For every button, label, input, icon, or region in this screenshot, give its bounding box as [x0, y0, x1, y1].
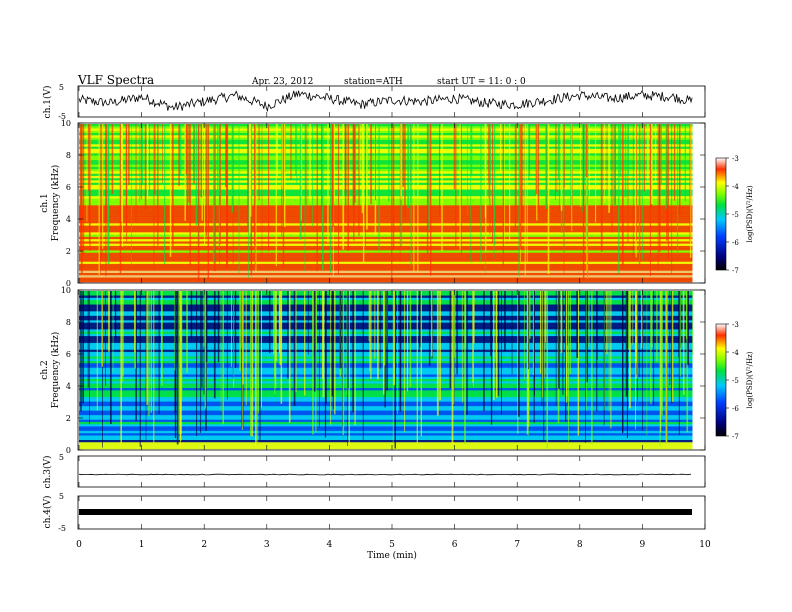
colorbar-tick-label: -7: [732, 267, 739, 275]
colorbar-tick-label: -3: [732, 321, 739, 329]
date-label: Apr. 23, 2012: [251, 77, 313, 87]
ch4-waveform-panel: 5 -5 ch.4(V): [42, 492, 706, 533]
time-tick-label: 2: [201, 540, 207, 550]
colorbar-tick-label: -5: [732, 211, 739, 219]
colorbar-tick-label: -5: [732, 377, 739, 385]
ch1-spectrogram-label: ch.1: [40, 193, 50, 212]
ch1-colorbar-label: log(PSD)(V²/Hz): [746, 185, 754, 242]
freq-tick-label: 4: [66, 382, 71, 391]
ch1-waveform-panel: 5 -5 ch.1(V): [42, 83, 706, 121]
freq-tick-label: 6: [66, 183, 71, 192]
ch1-spectrogram-ylabel: Frequency (kHz): [50, 165, 61, 242]
time-axis-ticks: 0 1 2 3 4 5 6 7 8 9 10: [76, 86, 711, 550]
time-tick-label: 8: [577, 540, 583, 550]
colorbar-tick-label: -6: [732, 405, 739, 413]
ch2-spectrogram-image: [79, 291, 694, 450]
colorbar-tick-label: -7: [732, 433, 739, 441]
freq-tick-label: 2: [66, 414, 71, 423]
ch1-colorbar-ticks: -3 -4 -5 -6 -7: [726, 155, 739, 275]
freq-tick-label: 0: [66, 279, 71, 288]
ch4-ytick-bottom: -5: [58, 524, 66, 533]
time-tick-label: 9: [640, 540, 646, 550]
time-axis-label: Time (min): [367, 550, 417, 561]
colorbar-tick-label: -4: [732, 183, 739, 191]
time-tick-label: 10: [699, 540, 711, 550]
ch1-colorbar: -3 -4 -5 -6 -7 log(PSD)(V²/Hz): [715, 155, 754, 275]
ch2-colorbar-label: log(PSD)(V²/Hz): [746, 351, 754, 408]
ch2-spectrogram-panel: ch.2 Frequency (kHz) 0 2 4 6 8 10: [40, 286, 706, 455]
ch2-colorbar-ticks: -3 -4 -5 -6 -7: [726, 321, 739, 441]
freq-tick-label: 6: [66, 350, 71, 359]
ch1-ytick-top: 5: [59, 83, 64, 92]
ch4-waveform-ylabel: ch.4(V): [42, 496, 53, 529]
freq-tick-label: 10: [61, 119, 71, 128]
time-tick-label: 0: [76, 540, 82, 550]
time-tick-label: 7: [514, 540, 520, 550]
freq-tick-label: 10: [61, 286, 71, 295]
time-tick-label: 6: [452, 540, 458, 550]
ch2-spectrogram-ylabel: Frequency (kHz): [50, 332, 61, 409]
ch3-waveform-line: [78, 473, 692, 476]
ch1-waveform-line: [78, 90, 693, 113]
ch4-ytick-top: 5: [59, 492, 64, 501]
ch1-colorbar-gradient: [715, 157, 727, 271]
ch2-colorbar: -3 -4 -5 -6 -7 log(PSD)(V²/Hz): [715, 321, 754, 441]
ch1-spectrogram-image: [79, 124, 693, 283]
freq-tick-label: 0: [66, 446, 71, 455]
figure-title: VLF Spectra: [77, 73, 154, 87]
colorbar-tick-label: -6: [732, 239, 739, 247]
start-time-label: start UT = 11: 0 : 0: [437, 77, 526, 87]
colorbar-tick-label: -4: [732, 349, 739, 357]
time-tick-label: 1: [139, 540, 145, 550]
ch3-ytick-top: 5: [59, 453, 64, 462]
time-tick-label: 3: [264, 540, 270, 550]
ch1-spectrogram-panel: ch.1 Frequency (kHz) 0 2 4 6 8 10: [40, 119, 706, 288]
station-label: station=ATH: [344, 77, 403, 87]
freq-tick-label: 8: [66, 318, 71, 327]
ch2-spectrogram-label: ch.2: [40, 360, 50, 379]
ch3-waveform-panel: 5 ch.3(V): [42, 453, 706, 489]
freq-tick-label: 8: [66, 151, 71, 160]
colorbar-tick-label: -3: [732, 155, 739, 163]
ch4-waveform-band: [79, 509, 692, 515]
ch1-waveform-ylabel: ch.1(V): [42, 86, 53, 119]
ch1-ytick-bottom: -5: [58, 112, 66, 121]
ch3-waveform-ylabel: ch.3(V): [42, 456, 53, 489]
freq-tick-label: 2: [66, 247, 71, 256]
ch2-colorbar-gradient: [715, 323, 727, 437]
time-tick-label: 4: [327, 540, 333, 550]
freq-tick-label: 4: [66, 215, 71, 224]
time-tick-label: 5: [389, 540, 395, 550]
ch1-freq-ticks: 0 2 4 6 8 10: [61, 119, 705, 288]
